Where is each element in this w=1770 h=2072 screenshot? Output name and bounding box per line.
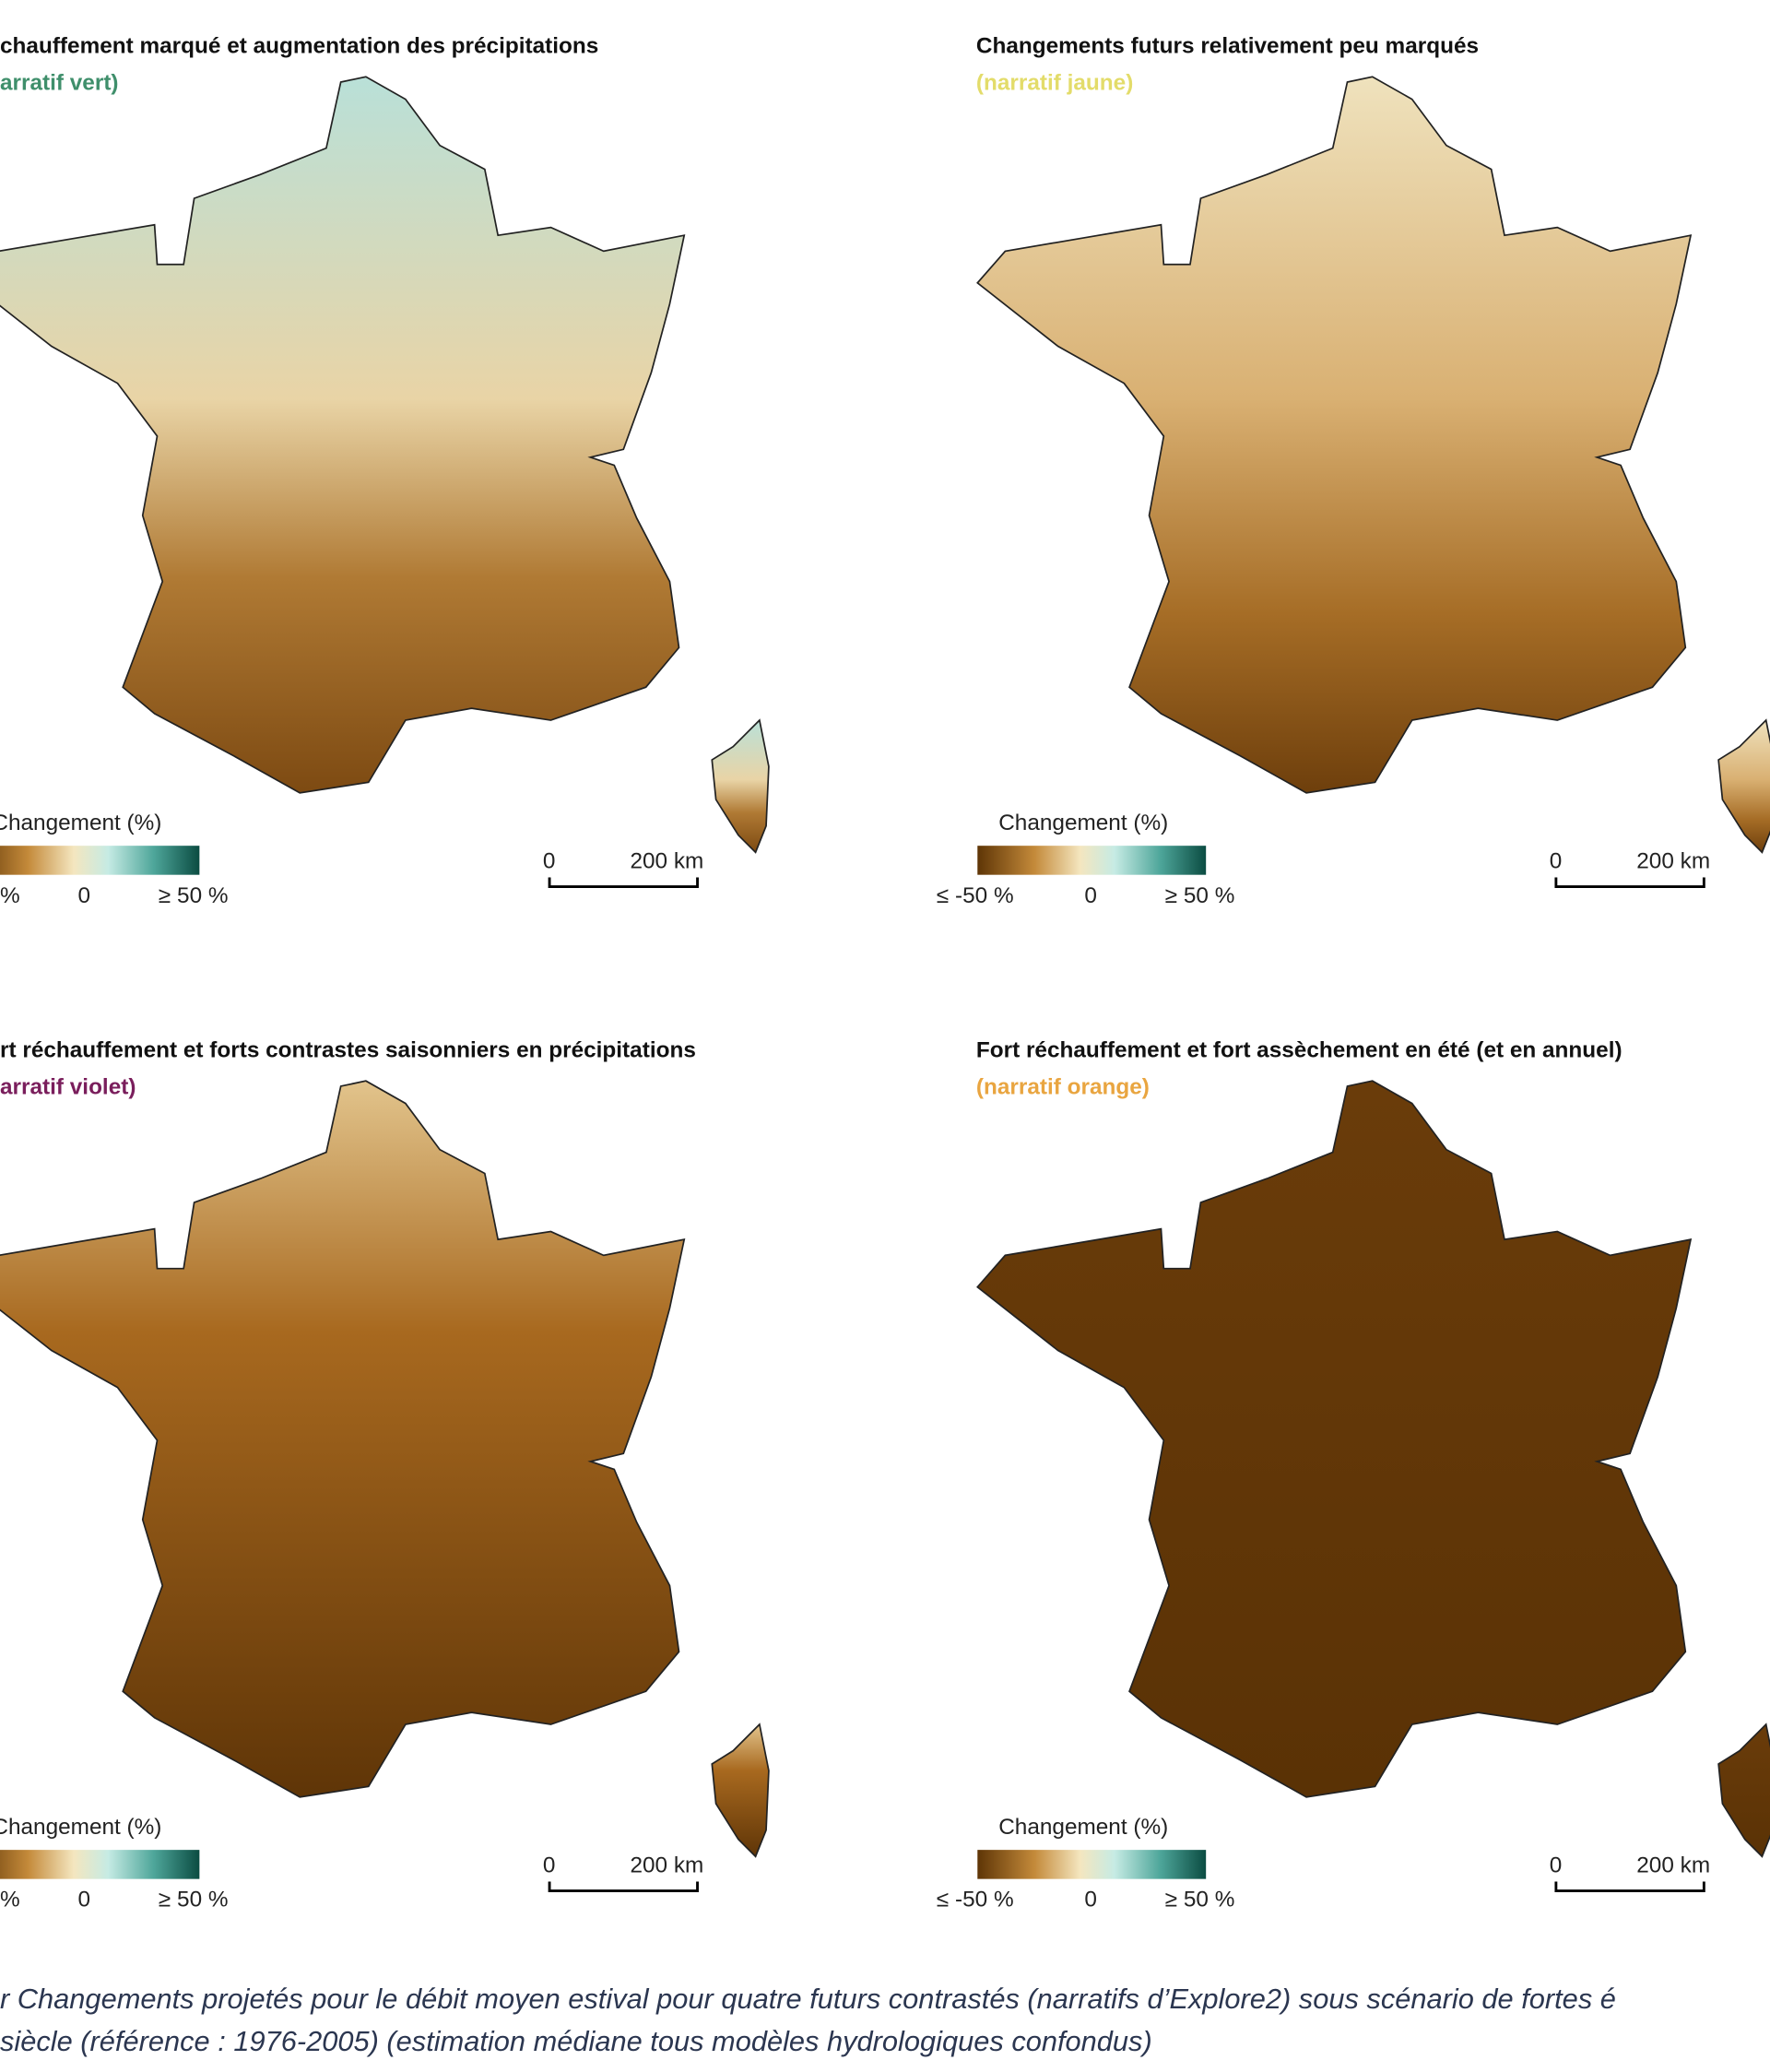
scale-label: 200 km (630, 1853, 703, 1877)
scale-bar (1554, 877, 1705, 889)
scale-bar (548, 1881, 699, 1892)
map-panel: chauffement marqué et augmentation des p… (0, 33, 770, 908)
map-panel: Fort réchauffement et fort assèchement e… (937, 1037, 1770, 1912)
map-panel: Changements futurs relativement peu marq… (937, 33, 1770, 908)
scale-label: 0 (1550, 1853, 1563, 1877)
legend-title: Changement (%) (998, 1815, 1168, 1840)
panel-title: rt réchauffement et forts contrastes sai… (0, 1037, 696, 1062)
corsica-map (1717, 718, 1770, 854)
legend-colorbar (977, 1850, 1207, 1879)
legend-colorbar (0, 1850, 200, 1879)
scale-bar (548, 877, 699, 889)
panel-title: Fort réchauffement et fort assèchement e… (976, 1037, 1622, 1062)
legend-label: ≥ 50 % (1165, 883, 1235, 908)
narrative-label: (narratif orange) (976, 1075, 1150, 1100)
scale-label: 0 (1550, 849, 1563, 874)
caption: r Changements projetés pour le débit moy… (0, 1983, 1616, 2015)
legend-title: Changement (%) (998, 811, 1168, 835)
france-map (976, 76, 1693, 794)
caption: siècle (référence : 1976-2005) (estimati… (0, 2025, 1152, 2057)
panel-title: Changements futurs relativement peu marq… (976, 33, 1479, 58)
corsica-map (1717, 1723, 1770, 1858)
legend-label: ≥ 50 % (159, 1888, 229, 1912)
france-map (0, 76, 686, 794)
france-map (0, 1080, 686, 1798)
legend-label: ≥ 50 % (159, 883, 229, 908)
legend-label: 0 (78, 1888, 91, 1912)
narrative-label: arratif violet) (0, 1075, 136, 1100)
scale-label: 200 km (1636, 849, 1710, 874)
legend-colorbar (977, 846, 1207, 875)
legend-colorbar (0, 846, 200, 875)
france-map (976, 1080, 1693, 1798)
legend-label: 0 (1084, 1888, 1097, 1912)
map-panel: rt réchauffement et forts contrastes sai… (0, 1037, 770, 1912)
corsica-map (711, 718, 770, 854)
legend-title: Changement (%) (0, 1815, 161, 1840)
legend-label: ≤ -50 % (937, 1888, 1014, 1912)
corsica-map (711, 1723, 770, 1858)
narrative-label: arratif vert) (0, 71, 119, 96)
legend-label: ≤ -50 % (937, 883, 1014, 908)
legend-label: 0 (1084, 883, 1097, 908)
narrative-label: (narratif jaune) (976, 71, 1133, 96)
panel-title: chauffement marqué et augmentation des p… (0, 33, 598, 58)
legend-label: ≥ 50 % (1165, 1888, 1235, 1912)
legend-title: Changement (%) (0, 811, 161, 835)
scale-label: 200 km (1636, 1853, 1710, 1877)
legend-label: 0 (78, 883, 91, 908)
scale-label: 0 (543, 849, 556, 874)
scale-label: 200 km (630, 849, 703, 874)
scale-label: 0 (543, 1853, 556, 1877)
scale-bar (1554, 1881, 1705, 1892)
legend-label: % (0, 1888, 20, 1912)
legend-label: % (0, 883, 20, 908)
